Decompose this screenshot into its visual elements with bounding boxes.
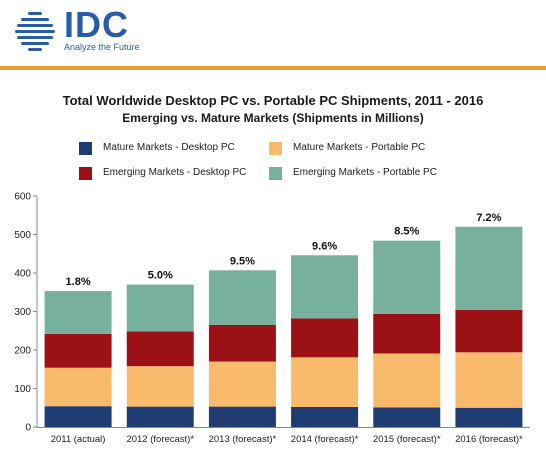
bar-segment (455, 407, 523, 427)
y-tick-label: 200 (14, 346, 31, 357)
legend-label: Mature Markets - Portable PC (293, 142, 426, 153)
bar-segment (291, 406, 359, 427)
idc-globe-logo-icon (15, 12, 55, 51)
y-tick-label: 600 (14, 192, 31, 203)
bar-segment (291, 318, 359, 358)
bar-segment (208, 324, 276, 362)
growth-annotation: 9.5% (230, 255, 255, 267)
legend-label: Emerging Markets - Desktop PC (103, 167, 247, 178)
legend-label: Mature Markets - Desktop PC (103, 142, 235, 153)
y-tick-label: 400 (14, 269, 31, 280)
legend-swatch (269, 167, 282, 180)
header: IDC Analyze the Future (0, 0, 546, 66)
bar-segment (126, 366, 194, 407)
bar-segment (208, 361, 276, 407)
bar-segment (208, 270, 276, 325)
x-tick-label: 2015 (forecast)* (373, 434, 441, 445)
bar-segment (455, 226, 523, 310)
x-tick-label: 2014 (forecast)* (291, 434, 359, 445)
header-divider (0, 66, 546, 70)
growth-annotation: 1.8% (66, 276, 91, 288)
bar-segment (291, 255, 359, 319)
bar-segment (373, 240, 441, 314)
y-tick-label: 300 (14, 307, 31, 318)
growth-annotation: 7.2% (476, 212, 501, 224)
growth-annotation: 5.0% (148, 270, 173, 282)
chart-subtitle: Emerging vs. Mature Markets (Shipments i… (122, 111, 424, 125)
bar-segment (373, 407, 441, 427)
bar-segment (44, 333, 112, 368)
bar-segment (373, 353, 441, 408)
legend-label: Emerging Markets - Portable PC (293, 167, 437, 178)
bar-segment (44, 291, 112, 334)
bar-segment (455, 352, 523, 408)
brand-tagline: Analyze the Future (64, 42, 140, 52)
growth-annotation: 8.5% (394, 226, 419, 238)
x-tick-label: 2012 (forecast)* (126, 434, 194, 445)
brand-name: IDC (64, 4, 129, 45)
y-tick-label: 0 (25, 423, 31, 434)
legend-swatch (79, 167, 92, 180)
bar-segment (126, 284, 194, 332)
legend-swatch (79, 142, 92, 155)
x-tick-label: 2016 (forecast)* (455, 434, 523, 445)
bar-segment (126, 331, 194, 367)
bar-segment (126, 406, 194, 427)
bar-segment (44, 367, 112, 407)
legend-swatch (269, 142, 282, 155)
bar-segment (373, 313, 441, 354)
y-tick-label: 100 (14, 384, 31, 395)
chart-title: Total Worldwide Desktop PC vs. Portable … (62, 93, 484, 108)
bar-segment (208, 406, 276, 427)
y-tick-label: 500 (14, 230, 31, 241)
bar-segment (291, 357, 359, 407)
x-tick-label: 2013 (forecast)* (209, 434, 277, 445)
growth-annotation: 9.6% (312, 240, 337, 252)
x-tick-label: 2011 (actual) (51, 434, 106, 445)
bar-segment (455, 309, 523, 353)
bar-segment (44, 406, 112, 427)
